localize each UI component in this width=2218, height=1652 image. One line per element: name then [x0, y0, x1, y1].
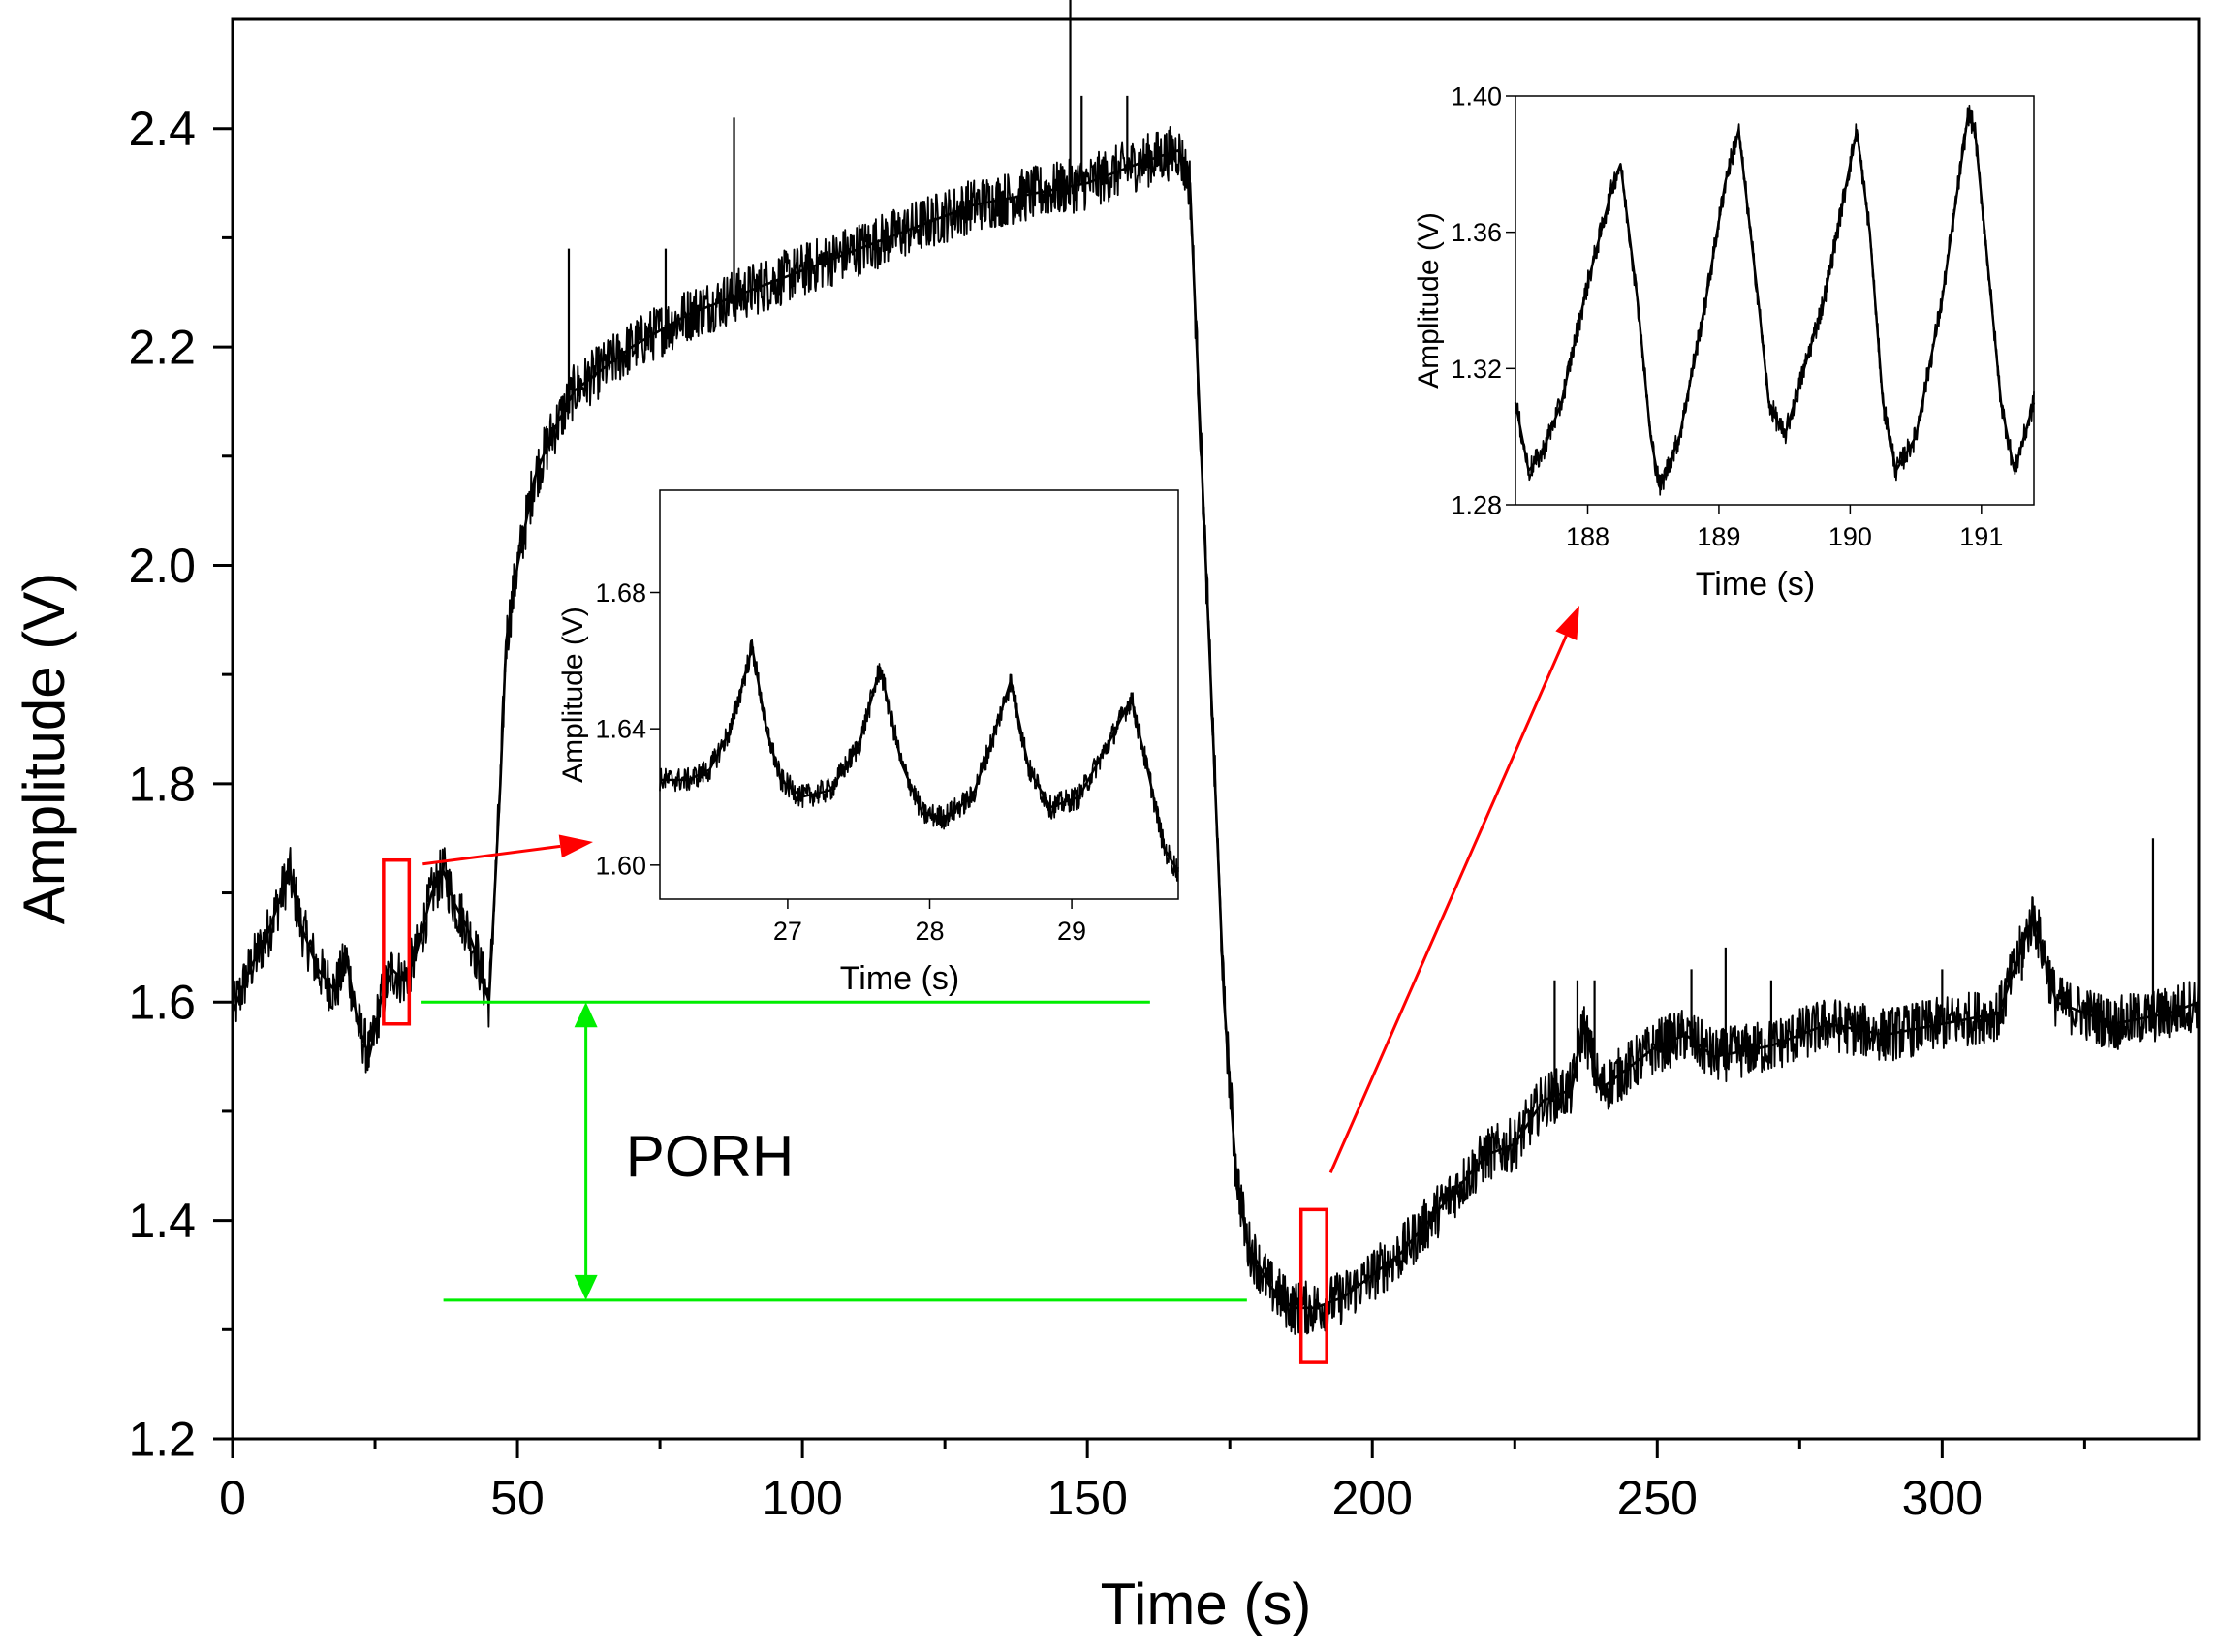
zoom-arrow-left-head [558, 834, 593, 858]
porh-arrow-head-top [574, 1002, 598, 1028]
inset-right-y-tick-label-1: 1.32 [1451, 355, 1502, 384]
inset-right-frame [1515, 95, 2035, 506]
main-y-tick-label-2: 1.6 [128, 976, 196, 1030]
main-plot: 0 50 100 150 200 250 3001.21.41.61.82.02.22.4 … [12, 0, 2201, 1636]
main-series-trace-0 [232, 125, 2200, 1335]
zoom-arrows-group [422, 606, 1579, 1173]
inset-right-y-tick-label-2: 1.36 [1451, 218, 1502, 247]
inset-right-plot: 188 189 190 191 1.28 1.32 1.36 1.40 Time (s) Am… [1413, 81, 2036, 603]
main-x-tick-label-6: 300 [1902, 1471, 1983, 1525]
inset-right-y-axis-label: Amplitude (V) [1413, 212, 1445, 389]
inset-right-series-group [1514, 104, 2036, 496]
zoom-box-0 [382, 857, 412, 1026]
porh-arrow-head-bottom [574, 1274, 598, 1300]
zoom-arrow-left-shaft [422, 844, 561, 866]
main-y-axis-label: Amplitude (V) [12, 573, 77, 924]
inset-left-x-tick-label-2: 29 [1057, 917, 1086, 946]
porh-label: PORH [626, 1124, 794, 1189]
main-plot-frame [231, 17, 2201, 1441]
main-x-tick-label-5: 250 [1617, 1471, 1698, 1525]
inset-left-y-tick-label-0: 1.60 [595, 851, 646, 880]
inset-left-series-trace-0 [659, 639, 1179, 882]
inset-right-x-tick-label-0: 188 [1566, 522, 1609, 551]
main-x-tick-label-4: 200 [1332, 1471, 1413, 1525]
inset-right-ticks-group: 188 189 190 191 1.28 1.32 1.36 1.40 [1451, 81, 2003, 551]
main-y-tick-label-5: 2.2 [128, 321, 196, 375]
inset-left-y-tick-label-2: 1.68 [595, 578, 646, 608]
main-y-tick-label-6: 2.4 [128, 102, 196, 156]
main-series-group [231, 125, 2200, 1335]
inset-left-y-tick-label-1: 1.64 [595, 715, 646, 744]
inset-right-x-axis-label: Time (s) [1696, 566, 1815, 603]
inset-left-x-axis-label: Time (s) [840, 960, 959, 997]
inset-left-y-axis-label: Amplitude (V) [557, 607, 589, 783]
main-ticks-group: 0 50 100 150 200 250 300 1.2 1.4 1.6 1.8 2.0 2.2 2.4 [128, 102, 2086, 1525]
main-x-axis-label: Time (s) [1101, 1572, 1312, 1636]
zoom-arrow-right-shaft [1328, 635, 1568, 1173]
main-x-tick-label-3: 150 [1047, 1471, 1127, 1525]
inset-left-x-tick-label-1: 28 [915, 917, 944, 946]
main-y-tick-label-4: 2.0 [128, 539, 196, 593]
inset-right-background [1515, 96, 2034, 505]
inset-left-ticks-group: 27 28 29 1.60 1.64 1.68 [595, 578, 1086, 946]
inset-right-x-tick-label-3: 191 [1959, 522, 2003, 551]
main-annotations-group [382, 857, 1328, 1364]
zoom-arrow-right-head [1555, 606, 1579, 640]
zoom-box-1 [1298, 1207, 1328, 1364]
main-x-tick-label-2: 100 [762, 1471, 842, 1525]
main-x-tick-label-0: 0 [219, 1471, 246, 1525]
inset-right-series-trace-0 [1515, 104, 2035, 496]
main-y-tick-label-1: 1.4 [128, 1194, 196, 1248]
main-spikes-group [567, 0, 2155, 1097]
inset-right-x-tick-label-2: 190 [1828, 522, 1872, 551]
main-x-tick-label-1: 50 [490, 1471, 545, 1525]
main-y-tick-label-3: 1.8 [128, 757, 196, 811]
inset-right-y-tick-label-3: 1.40 [1451, 81, 1502, 110]
inset-right-y-tick-label-0: 1.28 [1451, 490, 1502, 519]
inset-left-plot: 27 28 29 1.60 1.64 1.68 Time (s) Amplitude (V… [557, 489, 1180, 997]
inset-left-series-group [659, 639, 1180, 882]
inset-left-frame [659, 489, 1179, 900]
inset-left-background [660, 490, 1178, 899]
inset-right-x-tick-label-1: 189 [1697, 522, 1740, 551]
inset-left-x-tick-label-0: 27 [773, 917, 802, 946]
main-y-tick-label-0: 1.2 [128, 1413, 196, 1467]
